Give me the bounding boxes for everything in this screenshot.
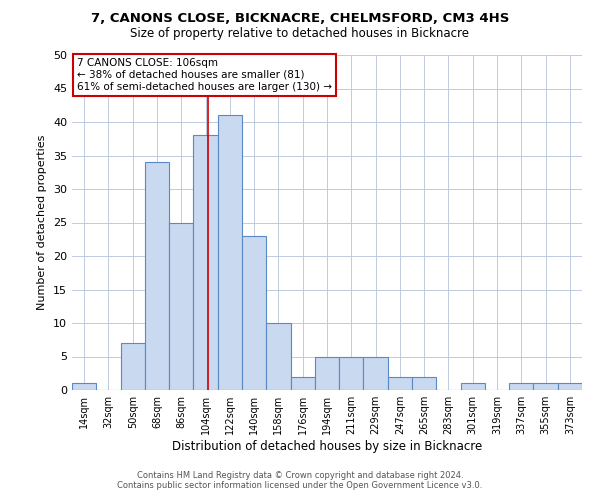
- Text: Size of property relative to detached houses in Bicknacre: Size of property relative to detached ho…: [131, 28, 470, 40]
- Bar: [533, 384, 558, 390]
- Bar: [412, 376, 436, 390]
- Bar: [364, 356, 388, 390]
- Bar: [121, 343, 145, 390]
- Bar: [315, 356, 339, 390]
- X-axis label: Distribution of detached houses by size in Bicknacre: Distribution of detached houses by size …: [172, 440, 482, 453]
- Bar: [242, 236, 266, 390]
- Bar: [461, 384, 485, 390]
- Bar: [558, 384, 582, 390]
- Bar: [339, 356, 364, 390]
- Bar: [509, 384, 533, 390]
- Bar: [145, 162, 169, 390]
- Bar: [193, 136, 218, 390]
- Y-axis label: Number of detached properties: Number of detached properties: [37, 135, 47, 310]
- Bar: [388, 376, 412, 390]
- Bar: [218, 116, 242, 390]
- Bar: [290, 376, 315, 390]
- Bar: [72, 384, 96, 390]
- Text: 7 CANONS CLOSE: 106sqm
← 38% of detached houses are smaller (81)
61% of semi-det: 7 CANONS CLOSE: 106sqm ← 38% of detached…: [77, 58, 332, 92]
- Text: 7, CANONS CLOSE, BICKNACRE, CHELMSFORD, CM3 4HS: 7, CANONS CLOSE, BICKNACRE, CHELMSFORD, …: [91, 12, 509, 26]
- Text: Contains HM Land Registry data © Crown copyright and database right 2024.
Contai: Contains HM Land Registry data © Crown c…: [118, 470, 482, 490]
- Bar: [266, 323, 290, 390]
- Bar: [169, 222, 193, 390]
